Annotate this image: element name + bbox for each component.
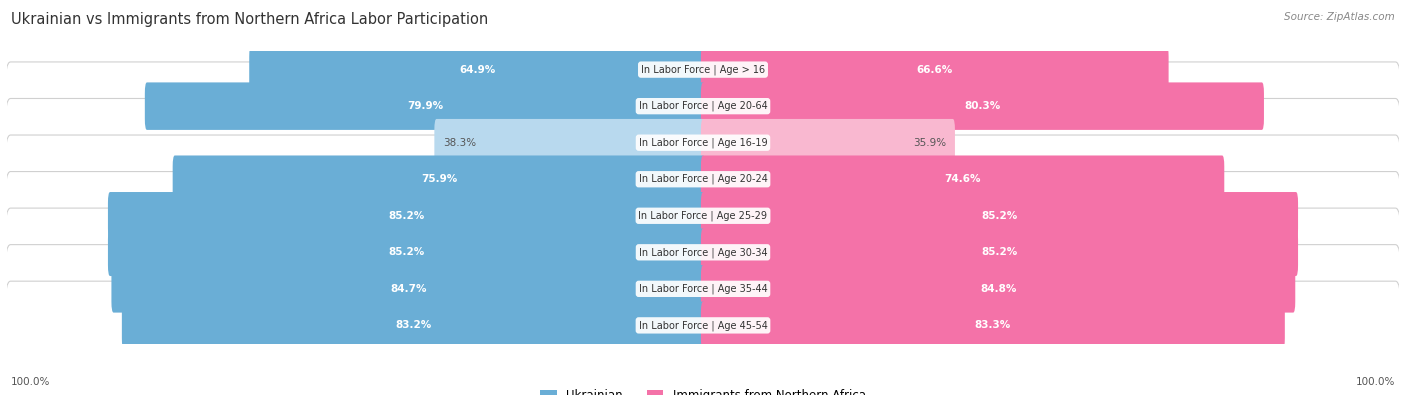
FancyBboxPatch shape	[702, 119, 955, 166]
Text: 66.6%: 66.6%	[917, 65, 953, 75]
Text: 84.8%: 84.8%	[980, 284, 1017, 294]
FancyBboxPatch shape	[434, 119, 704, 166]
Text: 85.2%: 85.2%	[981, 211, 1018, 221]
FancyBboxPatch shape	[702, 83, 1264, 130]
Text: In Labor Force | Age 20-64: In Labor Force | Age 20-64	[638, 101, 768, 111]
Text: 85.2%: 85.2%	[981, 247, 1018, 257]
FancyBboxPatch shape	[702, 156, 1225, 203]
FancyBboxPatch shape	[702, 229, 1298, 276]
FancyBboxPatch shape	[122, 302, 704, 349]
FancyBboxPatch shape	[6, 62, 1400, 150]
Text: 35.9%: 35.9%	[912, 138, 946, 148]
Text: In Labor Force | Age 45-54: In Labor Force | Age 45-54	[638, 320, 768, 331]
FancyBboxPatch shape	[6, 135, 1400, 224]
Text: 64.9%: 64.9%	[458, 65, 495, 75]
Text: 75.9%: 75.9%	[420, 174, 457, 184]
Text: 38.3%: 38.3%	[443, 138, 477, 148]
FancyBboxPatch shape	[702, 302, 1285, 349]
FancyBboxPatch shape	[249, 46, 704, 93]
FancyBboxPatch shape	[702, 46, 1168, 93]
FancyBboxPatch shape	[111, 265, 704, 312]
Text: Source: ZipAtlas.com: Source: ZipAtlas.com	[1284, 12, 1395, 22]
Legend: Ukrainian, Immigrants from Northern Africa: Ukrainian, Immigrants from Northern Afri…	[540, 389, 866, 395]
FancyBboxPatch shape	[6, 25, 1400, 114]
Text: 83.2%: 83.2%	[395, 320, 432, 330]
Text: In Labor Force | Age 35-44: In Labor Force | Age 35-44	[638, 284, 768, 294]
Text: 100.0%: 100.0%	[11, 377, 51, 387]
FancyBboxPatch shape	[6, 98, 1400, 187]
Text: In Labor Force | Age > 16: In Labor Force | Age > 16	[641, 64, 765, 75]
FancyBboxPatch shape	[108, 192, 704, 239]
FancyBboxPatch shape	[108, 229, 704, 276]
Text: 85.2%: 85.2%	[388, 211, 425, 221]
Text: In Labor Force | Age 30-34: In Labor Force | Age 30-34	[638, 247, 768, 258]
FancyBboxPatch shape	[173, 156, 704, 203]
Text: 74.6%: 74.6%	[945, 174, 981, 184]
FancyBboxPatch shape	[145, 83, 704, 130]
Text: In Labor Force | Age 16-19: In Labor Force | Age 16-19	[638, 137, 768, 148]
Text: Ukrainian vs Immigrants from Northern Africa Labor Participation: Ukrainian vs Immigrants from Northern Af…	[11, 12, 488, 27]
Text: In Labor Force | Age 25-29: In Labor Force | Age 25-29	[638, 211, 768, 221]
Text: 84.7%: 84.7%	[389, 284, 426, 294]
FancyBboxPatch shape	[6, 208, 1400, 297]
FancyBboxPatch shape	[702, 265, 1295, 312]
Text: In Labor Force | Age 20-24: In Labor Force | Age 20-24	[638, 174, 768, 184]
Text: 100.0%: 100.0%	[1355, 377, 1395, 387]
FancyBboxPatch shape	[6, 281, 1400, 370]
Text: 79.9%: 79.9%	[406, 101, 443, 111]
FancyBboxPatch shape	[702, 192, 1298, 239]
Text: 85.2%: 85.2%	[388, 247, 425, 257]
Text: 80.3%: 80.3%	[965, 101, 1001, 111]
Text: 83.3%: 83.3%	[974, 320, 1011, 330]
FancyBboxPatch shape	[6, 171, 1400, 260]
FancyBboxPatch shape	[6, 245, 1400, 333]
